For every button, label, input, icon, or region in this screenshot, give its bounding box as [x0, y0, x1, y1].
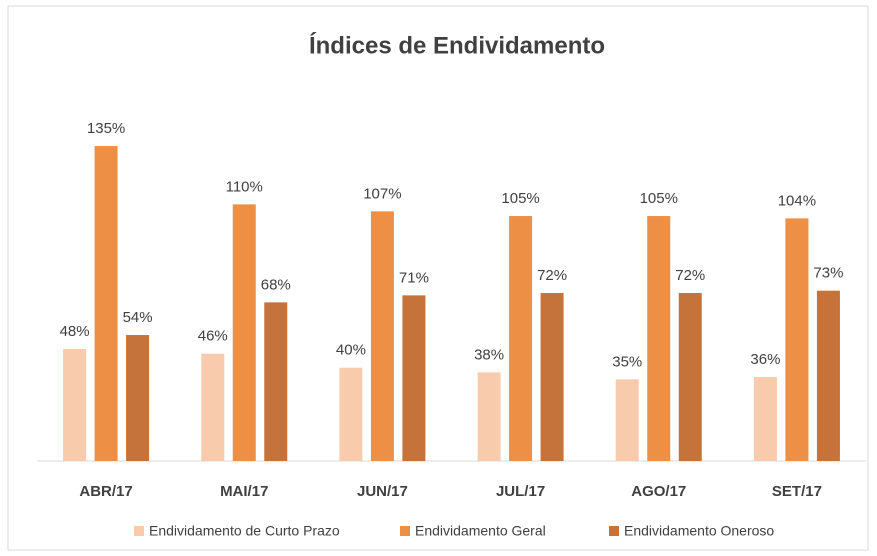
- x-tick-label: AGO/17: [631, 483, 686, 500]
- legend-swatch: [609, 526, 619, 536]
- value-label: 104%: [778, 192, 816, 209]
- bar: [509, 216, 533, 461]
- legend-swatch: [134, 526, 144, 536]
- bar: [615, 379, 639, 461]
- legend-swatch: [400, 526, 410, 536]
- value-label: 71%: [399, 269, 429, 286]
- bar: [402, 295, 426, 461]
- value-label: 46%: [198, 328, 228, 345]
- value-label: 40%: [336, 342, 366, 359]
- legend-label: Endividamento Oneroso: [624, 523, 774, 539]
- value-label: 107%: [363, 185, 401, 202]
- bar: [264, 302, 288, 461]
- chart-title: Índices de Endividamento: [309, 31, 605, 59]
- value-label: 110%: [226, 178, 263, 195]
- bar: [753, 377, 777, 461]
- bar: [678, 293, 702, 461]
- legend-label: Endividamento de Curto Prazo: [149, 523, 340, 539]
- value-label: 105%: [640, 190, 678, 207]
- value-label: 68%: [261, 276, 291, 293]
- x-tick-label: JUL/17: [496, 483, 545, 500]
- bar: [339, 367, 363, 461]
- bar: [63, 349, 87, 461]
- value-label: 36%: [750, 351, 780, 368]
- value-label: 135%: [87, 120, 125, 137]
- bar: [647, 216, 671, 461]
- value-label: 48%: [60, 323, 90, 340]
- bar: [785, 218, 809, 461]
- value-label: 38%: [474, 346, 504, 363]
- bar: [816, 290, 840, 461]
- legend-label: Endividamento Geral: [415, 523, 546, 539]
- bar: [540, 293, 564, 461]
- bar: [370, 211, 394, 461]
- value-label: 72%: [537, 267, 567, 284]
- bar: [232, 204, 256, 461]
- value-label: 105%: [501, 190, 539, 207]
- x-tick-label: ABR/17: [79, 483, 132, 500]
- value-label: 35%: [612, 353, 642, 370]
- x-tick-label: SET/17: [772, 483, 822, 500]
- bar: [126, 335, 150, 461]
- x-tick-label: MAI/17: [220, 483, 268, 500]
- chart-frame: [7, 5, 869, 551]
- value-label: 72%: [675, 267, 705, 284]
- value-label: 73%: [813, 265, 843, 282]
- bar: [477, 372, 501, 461]
- bar: [201, 353, 225, 461]
- x-tick-label: JUN/17: [357, 483, 408, 500]
- bar: [94, 146, 118, 462]
- value-label: 54%: [123, 309, 153, 326]
